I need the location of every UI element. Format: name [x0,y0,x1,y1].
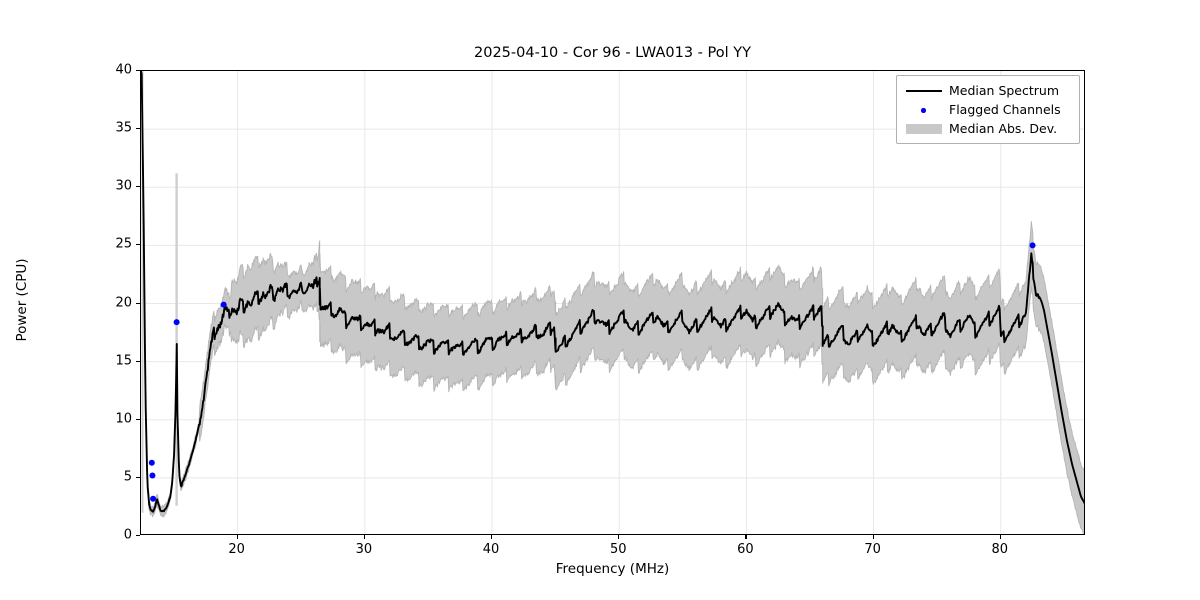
y-tick-label: 40 [115,62,132,78]
y-tick-label: 5 [123,469,132,485]
x-tick-mark [745,535,747,539]
x-tick-mark [363,535,365,539]
median-spectrum-line [141,71,1084,513]
y-tick-mark [136,476,140,478]
y-tick-mark [136,418,140,420]
x-tick-label: 50 [609,542,627,557]
y-tick-label: 15 [115,353,132,369]
x-tick-mark [872,535,874,539]
y-tick-label: 20 [115,295,132,310]
plot-area [140,70,1085,535]
legend-item-median-spectrum: Median Spectrum [903,81,1073,100]
band-swatch-icon [903,119,945,138]
y-tick-label: 30 [115,178,132,194]
y-tick-label: 10 [115,411,132,427]
line-swatch-icon [903,81,945,100]
y-tick-mark [136,535,140,537]
dot-swatch-icon [903,100,945,119]
chart-title: 2025-04-10 - Cor 96 - LWA013 - Pol YY [474,45,751,61]
chart-legend: Median Spectrum Flagged Channels Median … [896,75,1080,144]
y-tick-mark [136,128,140,130]
x-tick-label: 70 [864,542,881,557]
x-tick-label: 60 [737,542,754,557]
x-tick-label: 30 [355,542,373,557]
legend-label: Flagged Channels [949,102,1061,117]
y-tick-mark [136,360,140,362]
y-axis-label: Power (CPU) [14,258,30,342]
x-tick-mark [491,535,493,539]
legend-label: Median Abs. Dev. [949,121,1058,136]
flagged-channels-markers [148,242,1036,502]
x-tick-mark [618,535,620,539]
legend-label: Median Spectrum [949,83,1060,98]
plot-canvas [141,71,1084,534]
y-tick-mark [136,70,140,72]
legend-item-median-abs-dev: Median Abs. Dev. [903,119,1073,138]
x-tick-mark [999,535,1001,539]
y-tick-mark [136,302,140,304]
y-tick-label: 25 [115,236,132,252]
x-tick-label: 80 [991,542,1009,557]
x-tick-label: 20 [228,542,245,557]
y-tick-mark [136,244,140,246]
legend-item-flagged-channels: Flagged Channels [903,100,1073,119]
y-tick-label: 0 [123,527,132,543]
y-tick-label: 35 [115,120,132,136]
x-axis-label: Frequency (MHz) [555,561,670,577]
y-tick-mark [136,186,140,188]
x-tick-label: 40 [482,542,500,557]
x-tick-mark [236,535,238,539]
